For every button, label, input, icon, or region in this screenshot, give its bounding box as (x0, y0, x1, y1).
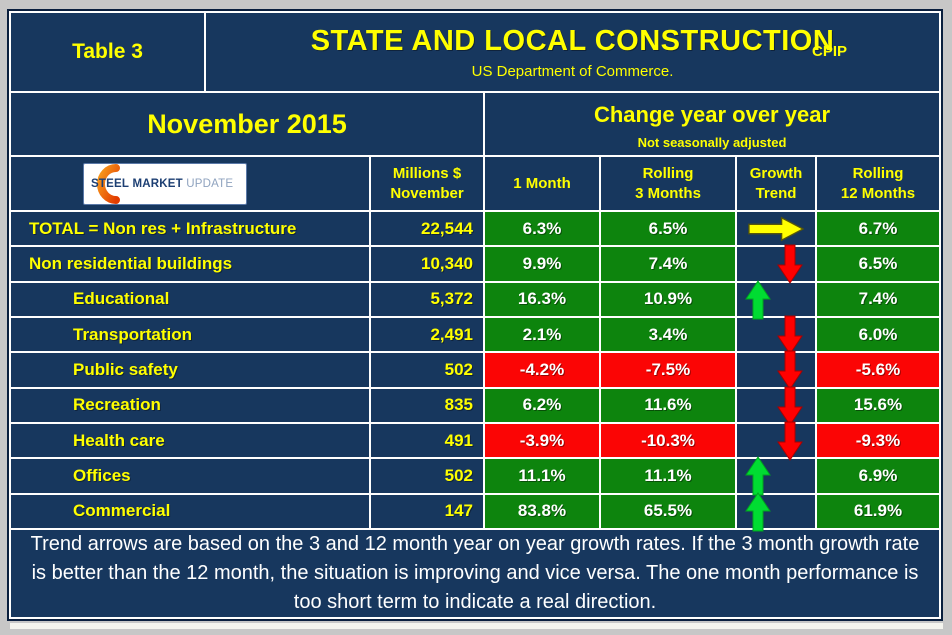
table-row-commercial: Commercial 147 83.8% 65.5% 61.9% (11, 495, 939, 528)
page-title: STATE AND LOCAL CONSTRUCTION (310, 24, 835, 57)
pct-rolling12: 6.0% (817, 318, 939, 352)
pct-rolling12: 61.9% (817, 494, 939, 529)
pct-rolling3: 65.5% (601, 494, 735, 529)
trend-cell (737, 389, 815, 422)
footnote-text: Trend arrows are based on the 3 and 12 m… (30, 533, 920, 614)
pct-rolling3: 11.1% (601, 459, 735, 493)
trend-cell (737, 247, 815, 280)
title-row: Table 3 STATE AND LOCAL CONSTRUCTION CPI… (11, 13, 939, 92)
change-note: Not seasonally adjusted (637, 135, 787, 151)
column-header-rolling12: Rolling 12 Months (817, 157, 939, 211)
row-label: Offices (11, 459, 369, 493)
trend-up-arrow-icon (745, 492, 771, 532)
trend-cell (737, 353, 815, 386)
pct-rolling12: 15.6% (817, 388, 939, 423)
table-row-nonres: Non residential buildings 10,340 9.9% 7.… (11, 247, 939, 280)
millions-value: 147 (371, 494, 483, 529)
millions-value: 10,340 (371, 247, 483, 281)
pct-rolling12: -9.3% (817, 424, 939, 458)
pct-rolling12: 6.5% (817, 247, 939, 281)
table-number-label: Table 3 (11, 13, 204, 92)
trend-up-arrow-icon (745, 456, 771, 496)
pct-rolling3: 10.9% (601, 282, 735, 317)
row-label: Commercial (11, 494, 369, 529)
logo-cell: STEEL MARKET UPDATE (11, 157, 369, 211)
change-header-cell: Change year over year Not seasonally adj… (485, 93, 939, 156)
pct-rolling3: -10.3% (601, 424, 735, 458)
change-title: Change year over year (593, 102, 831, 128)
row-label: Health care (11, 424, 369, 458)
millions-value: 502 (371, 459, 483, 493)
column-header-millions: Millions $ November (371, 157, 483, 211)
pct-rolling12: 7.4% (817, 282, 939, 317)
pct-rolling3: 6.5% (601, 212, 735, 246)
pct-1month: 83.8% (485, 494, 599, 529)
millions-value: 491 (371, 424, 483, 458)
pct-rolling3: -7.5% (601, 353, 735, 387)
footnote-cell: Trend arrows are based on the 3 and 12 m… (11, 530, 939, 618)
trend-cell (737, 459, 815, 492)
trend-up-arrow-icon (745, 280, 771, 320)
pct-1month: 9.9% (485, 247, 599, 281)
trend-down-arrow-icon (777, 244, 803, 284)
row-label: Recreation (11, 388, 369, 423)
pct-1month: 2.1% (485, 318, 599, 352)
pct-rolling3: 11.6% (601, 388, 735, 423)
trend-cell (737, 495, 815, 528)
report-table-frame: Table 3 STATE AND LOCAL CONSTRUCTION CPI… (7, 9, 943, 621)
pct-rolling3: 3.4% (601, 318, 735, 352)
section-row: November 2015 Change year over year Not … (11, 93, 939, 156)
column-header-row: STEEL MARKET UPDATE Millions $ November … (11, 157, 939, 211)
trend-right-arrow-icon (748, 216, 804, 242)
logo-swoosh-icon (97, 163, 120, 204)
pct-rolling3: 7.4% (601, 247, 735, 281)
trend-cell (737, 318, 815, 351)
pct-1month: -4.2% (485, 353, 599, 387)
column-header-growth-trend: Growth Trend (737, 157, 815, 211)
table-row-recreation: Recreation 835 6.2% 11.6% 15.6% (11, 389, 939, 422)
title-cell: STATE AND LOCAL CONSTRUCTION CPIP US Dep… (206, 13, 939, 92)
pct-1month: -3.9% (485, 424, 599, 458)
pct-rolling12: -5.6% (817, 353, 939, 387)
cpip-label: CPIP (811, 43, 847, 60)
period-label: November 2015 (11, 93, 483, 156)
trend-down-arrow-icon (777, 315, 803, 355)
page-subtitle: US Department of Commerce. (471, 62, 674, 80)
bottom-scroll-strip (10, 623, 943, 629)
column-header-rolling3: Rolling 3 Months (601, 157, 735, 211)
trend-down-arrow-icon (777, 350, 803, 390)
pct-rolling12: 6.9% (817, 459, 939, 493)
pct-rolling12: 6.7% (817, 212, 939, 246)
millions-value: 502 (371, 353, 483, 387)
millions-value: 22,544 (371, 212, 483, 246)
row-label: Educational (11, 282, 369, 317)
row-label: Public safety (11, 353, 369, 387)
pct-1month: 11.1% (485, 459, 599, 493)
table-row-transportation: Transportation 2,491 2.1% 3.4% 6.0% (11, 318, 939, 351)
table-row-health-care: Health care 491 -3.9% -10.3% -9.3% (11, 424, 939, 457)
column-header-1month: 1 Month (485, 157, 599, 211)
millions-value: 835 (371, 388, 483, 423)
row-label: Non residential buildings (11, 247, 369, 281)
footnote-row: Trend arrows are based on the 3 and 12 m… (11, 530, 939, 618)
trend-down-arrow-icon (777, 421, 803, 461)
table-row-offices: Offices 502 11.1% 11.1% 6.9% (11, 459, 939, 492)
row-label: Transportation (11, 318, 369, 352)
table-row-educational: Educational 5,372 16.3% 10.9% 7.4% (11, 283, 939, 316)
pct-1month: 6.3% (485, 212, 599, 246)
trend-down-arrow-icon (777, 386, 803, 426)
trend-cell (737, 283, 815, 316)
millions-value: 5,372 (371, 282, 483, 317)
table-row-public-safety: Public safety 502 -4.2% -7.5% -5.6% (11, 353, 939, 386)
table-row-total: TOTAL = Non res + Infrastructure 22,544 … (11, 212, 939, 246)
trend-cell (737, 212, 815, 246)
pct-1month: 6.2% (485, 388, 599, 423)
pct-1month: 16.3% (485, 282, 599, 317)
millions-value: 2,491 (371, 318, 483, 352)
row-label: TOTAL = Non res + Infrastructure (11, 212, 369, 246)
steel-market-update-logo[interactable]: STEEL MARKET UPDATE (83, 162, 247, 205)
logo-text: STEEL MARKET UPDATE (91, 177, 234, 190)
trend-cell (737, 424, 815, 457)
